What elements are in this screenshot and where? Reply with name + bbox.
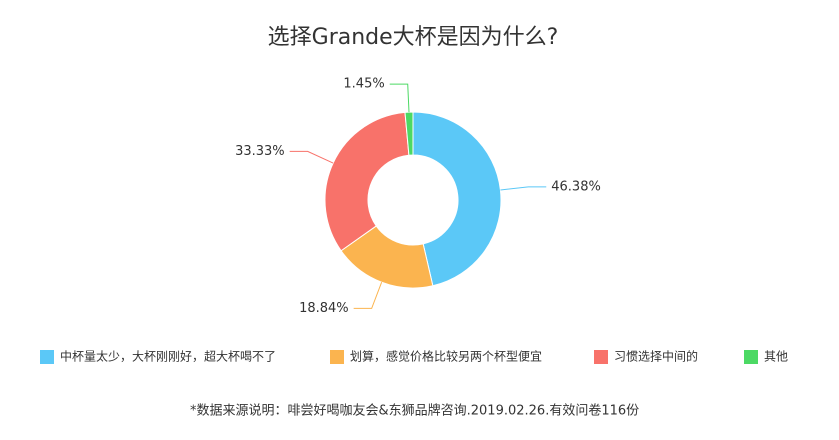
leader-line [289,150,334,164]
chart-title: 选择Grande大杯是因为什么? [268,25,559,50]
donut-slice [412,111,502,287]
legend-swatch [330,350,344,364]
value-label: 46.38% [551,179,601,194]
value-label: 33.33% [235,144,285,159]
donut-slice [324,111,410,252]
legend-label: 其他 [764,350,788,364]
legend-swatch [594,350,608,364]
legend-label: 中杯量太少，大杯刚刚好，超大杯喝不了 [60,349,276,364]
value-label: 1.45% [343,77,384,92]
leader-line [389,83,410,113]
source-note: *数据来源说明：啡尝好喝咖友会&东狮品牌咨询.2019.02.26.有效问卷11… [190,403,639,419]
legend-swatch [744,350,758,364]
legend-label: 划算，感觉价格比较另两个杯型便宜 [350,349,542,364]
leader-line [500,186,547,191]
legend-swatch [40,350,54,364]
value-label: 18.84% [299,301,349,316]
leader-line [353,282,383,309]
legend-label: 习惯选择中间的 [614,349,698,364]
donut-slice [404,111,414,156]
